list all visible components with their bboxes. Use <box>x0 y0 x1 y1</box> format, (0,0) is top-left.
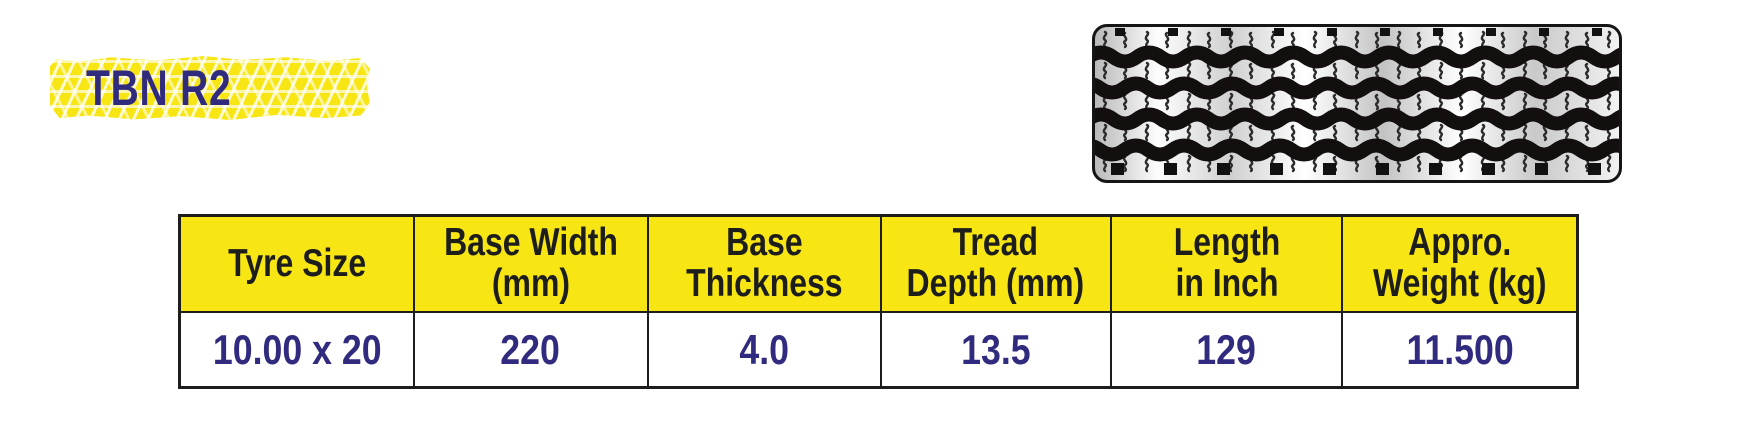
header-cell-tyre-size: Tyre Size <box>178 214 415 313</box>
page-title: TBN R2 <box>86 60 232 116</box>
header-cell-base-thickness: Base Thickness <box>646 214 882 313</box>
header-cell-length: Length in Inch <box>1109 214 1344 313</box>
data-cell-base-width: 220 <box>412 311 649 389</box>
header-cell-weight: Appro. Weight (kg) <box>1341 214 1579 313</box>
tyre-track-band <box>50 56 370 120</box>
spec-table: Tyre Size Base Width (mm) Base Thickness… <box>178 214 1579 389</box>
data-cell-tyre-size: 10.00 x 20 <box>178 311 415 389</box>
header-cell-tread-depth: Tread Depth (mm) <box>879 214 1112 313</box>
spec-table-header-row: Tyre Size Base Width (mm) Base Thickness… <box>178 214 1579 313</box>
spec-table-data-row: 10.00 x 20 220 4.0 13.5 129 11.500 <box>178 311 1579 389</box>
tread-pattern-graphic <box>1095 27 1619 180</box>
tread-pattern-image <box>1092 24 1622 183</box>
data-cell-length: 129 <box>1109 311 1344 389</box>
data-cell-weight: 11.500 <box>1341 311 1579 389</box>
data-cell-tread-depth: 13.5 <box>879 311 1112 389</box>
header-cell-base-width: Base Width (mm) <box>412 214 649 313</box>
data-cell-base-thickness: 4.0 <box>646 311 882 389</box>
